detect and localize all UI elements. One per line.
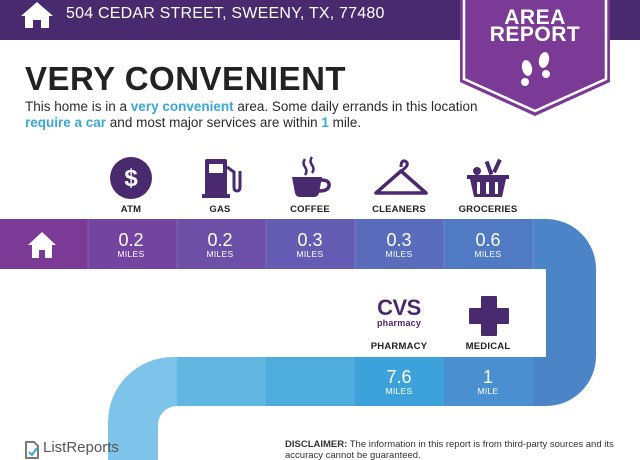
distance-unit-coffee: MILES bbox=[296, 249, 324, 259]
distance-unit-gas: MILES bbox=[206, 249, 234, 259]
description-highlight: 1 bbox=[321, 115, 329, 130]
distance-unit-medical: MILE bbox=[477, 386, 499, 396]
disclaimer-label: DISCLAIMER: bbox=[285, 439, 348, 450]
amenity-label-coffee: COFFEE bbox=[290, 204, 330, 215]
cvs-logo-subtext: pharmacy bbox=[376, 318, 422, 328]
badge-title-line2: REPORT bbox=[489, 23, 581, 46]
distance-value-atm: 0.2 bbox=[118, 230, 144, 250]
amenity-label-medical: MEDICAL bbox=[465, 341, 511, 352]
distance-value-cleaners: 0.3 bbox=[386, 230, 412, 250]
description-text: This home is in a bbox=[25, 99, 131, 114]
hanger-icon bbox=[374, 159, 428, 195]
coffee-cup-icon bbox=[292, 156, 331, 197]
distance-unit-cleaners: MILES bbox=[385, 249, 413, 259]
brand-name: ListReports bbox=[43, 439, 119, 456]
gas-pump-icon bbox=[202, 159, 242, 198]
distance-value-medical: 1 bbox=[482, 367, 493, 387]
distance-value-coffee: 0.3 bbox=[297, 230, 323, 250]
distance-unit-groceries: MILES bbox=[474, 249, 502, 259]
description-text: mile. bbox=[328, 115, 362, 130]
distance-unit-atm: MILES bbox=[117, 249, 145, 259]
medical-cross-icon bbox=[469, 296, 509, 336]
amenity-label-cleaners: CLEANERS bbox=[372, 204, 426, 215]
basket-icon bbox=[467, 158, 509, 197]
cvs-logo: CVS pharmacy bbox=[374, 295, 424, 329]
page-title: VERY CONVENIENT bbox=[25, 60, 347, 97]
cvs-logo-text: CVS bbox=[377, 295, 421, 320]
description: This home is in a very convenient area. … bbox=[25, 99, 505, 131]
distance-unit-pharmacy: MILES bbox=[385, 386, 413, 396]
distance-value-groceries: 0.6 bbox=[475, 230, 501, 250]
distance-value-pharmacy: 7.6 bbox=[386, 367, 412, 387]
amenity-label-groceries: GROCERIES bbox=[458, 204, 518, 215]
description-highlight: require a car bbox=[25, 115, 107, 130]
svg-text:$: $ bbox=[124, 165, 138, 192]
amenity-label-gas: GAS bbox=[209, 204, 231, 215]
description-highlight: very convenient bbox=[130, 99, 234, 114]
disclaimer-text: The information in this report is from t… bbox=[285, 439, 614, 460]
distance-value-gas: 0.2 bbox=[207, 230, 233, 250]
listreports-logo-icon bbox=[25, 441, 39, 459]
badge-title-line1: AREA bbox=[504, 6, 566, 29]
footprints-icon bbox=[521, 52, 550, 86]
description-text: and most major services are within bbox=[106, 115, 322, 130]
house-icon bbox=[21, 2, 53, 28]
house-icon bbox=[28, 232, 56, 258]
area-report-badge bbox=[460, 0, 610, 116]
address: 504 CEDAR STREET, SWEENY, TX, 77480 bbox=[66, 5, 385, 22]
dollar-icon: $ bbox=[110, 157, 152, 199]
disclaimer: DISCLAIMER: The information in this repo… bbox=[285, 439, 625, 460]
description-text: area. Some daily errands in this locatio… bbox=[233, 99, 478, 114]
amenity-label-pharmacy: PHARMACY bbox=[370, 341, 428, 352]
amenity-label-atm: ATM bbox=[120, 204, 142, 215]
